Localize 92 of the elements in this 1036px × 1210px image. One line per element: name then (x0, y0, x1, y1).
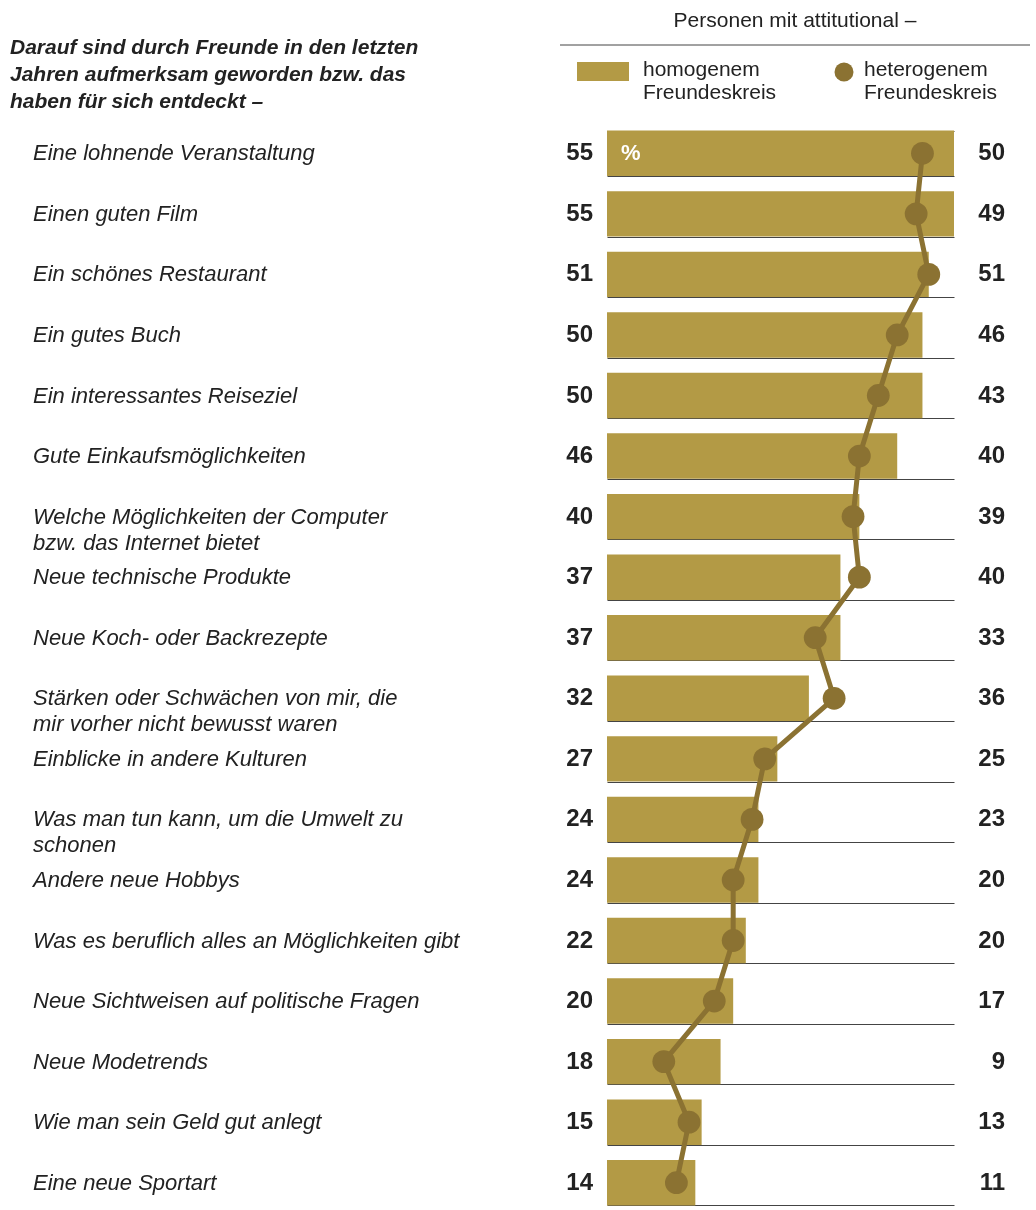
point (753, 747, 777, 771)
y-tick-label: Wie man sein Geld gut anlegt (33, 1109, 323, 1135)
data-label: 15 (566, 1107, 593, 1135)
point (847, 565, 871, 589)
y-tick-label: Neue technische Produkte (33, 564, 292, 590)
data-label: 50 (978, 138, 1005, 166)
point (847, 444, 871, 468)
y-tick-label: Was es beruflich alles an Möglichkeiten gibt (33, 927, 461, 953)
y-tick-label: Gute Einkaufsmöglichkeiten (33, 443, 306, 469)
data-label: 20 (978, 925, 1005, 953)
data-label: 50 (566, 380, 593, 408)
point (665, 1171, 688, 1195)
bar (607, 615, 841, 661)
y-tick-label: Eine neue Sportart (33, 1169, 218, 1195)
data-label: 33 (978, 622, 1005, 650)
point (904, 202, 928, 226)
point (721, 929, 745, 952)
y-tick-label: Einblicke in andere Kulturen (33, 745, 307, 771)
y-tick-label: Ein schönes Restaurant (33, 261, 268, 287)
bar (607, 130, 954, 176)
bar (607, 796, 759, 843)
data-label: 55 (566, 138, 593, 166)
legend-label: homogenem Freundeskreis (643, 57, 777, 103)
data-label: 32 (566, 683, 593, 711)
data-label: 24 (566, 804, 594, 832)
y-tick-label: Einen guten Film (33, 200, 199, 226)
data-label: 40 (978, 441, 1005, 469)
y-tick-label: Neue Modetrends (33, 1048, 208, 1074)
data-label: 11 (979, 1167, 1005, 1195)
bar (607, 675, 809, 721)
bar (607, 493, 860, 540)
data-label: 55 (566, 198, 593, 226)
y-tick-label: Neue Sichtweisen auf politische Fragen (33, 988, 420, 1014)
data-label: 25 (978, 743, 1005, 771)
data-label: 13 (978, 1107, 1005, 1135)
bar (607, 372, 923, 419)
data-label: 17 (978, 986, 1005, 1014)
y-tick-label: Welche Möglichkeiten der Computer bzw. das Internet bietet (33, 503, 389, 555)
text: Darauf sind durch Freunde in den letzten Jahren aufmerksam geworden bzw. das haben für sich entdeckt – (10, 35, 419, 112)
legend-label: heterogenem Freundeskreis (864, 57, 998, 103)
data-label: 27 (566, 743, 593, 771)
data-label: 50 (566, 319, 593, 347)
data-label: 37 (566, 622, 593, 650)
point (866, 384, 890, 407)
y-tick-label: Ein interessantes Reiseziel (33, 382, 299, 408)
annotation: % (621, 140, 641, 166)
bar (607, 312, 923, 358)
point (822, 686, 846, 710)
data-label: 43 (978, 380, 1005, 408)
data-label: 24 (566, 864, 594, 892)
data-label: 37 (566, 562, 593, 590)
data-label: 9 (991, 1046, 1005, 1074)
point (917, 263, 941, 286)
data-label: 51 (978, 259, 1005, 287)
bar (607, 251, 929, 298)
y-tick-label: Stärken oder Schwächen von mir, die mir vorher nicht bewusst waren (33, 685, 398, 737)
data-label: 22 (566, 925, 593, 953)
bar (607, 917, 746, 964)
data-label: 14 (566, 1167, 594, 1195)
point (652, 1050, 676, 1073)
point (803, 626, 827, 650)
data-label: 46 (566, 441, 593, 469)
y-tick-label: Andere neue Hobbys (31, 866, 240, 892)
bar (607, 978, 734, 1024)
point (721, 868, 745, 892)
data-label: 39 (978, 501, 1005, 529)
data-label: 40 (566, 501, 593, 529)
bar (607, 857, 759, 903)
bar (607, 554, 841, 600)
y-tick-label: Neue Koch- oder Backrezepte (33, 624, 328, 650)
bar (607, 191, 954, 237)
data-label: 36 (978, 683, 1005, 711)
y-tick-label: Ein gutes Buch (33, 321, 181, 347)
y-tick-label: Was man tun kann, um die Umwelt zu schonen (33, 806, 404, 858)
point (911, 141, 934, 165)
legend-title: Personen mit attitutional – (673, 8, 917, 31)
point (841, 505, 865, 528)
bar (607, 433, 898, 479)
data-label: 49 (978, 198, 1005, 226)
data-label: 40 (978, 562, 1005, 590)
bar (607, 736, 778, 782)
data-label: 18 (566, 1046, 593, 1074)
point (677, 1110, 701, 1134)
y-tick-label: Eine lohnende Veranstaltung (33, 140, 316, 166)
point (702, 989, 726, 1013)
data-label: 23 (978, 804, 1005, 832)
point (740, 808, 764, 831)
data-label: 51 (566, 259, 593, 287)
point (885, 323, 909, 347)
data-label: 20 (978, 864, 1005, 892)
data-label: 46 (978, 319, 1005, 347)
data-label: 20 (566, 986, 593, 1014)
